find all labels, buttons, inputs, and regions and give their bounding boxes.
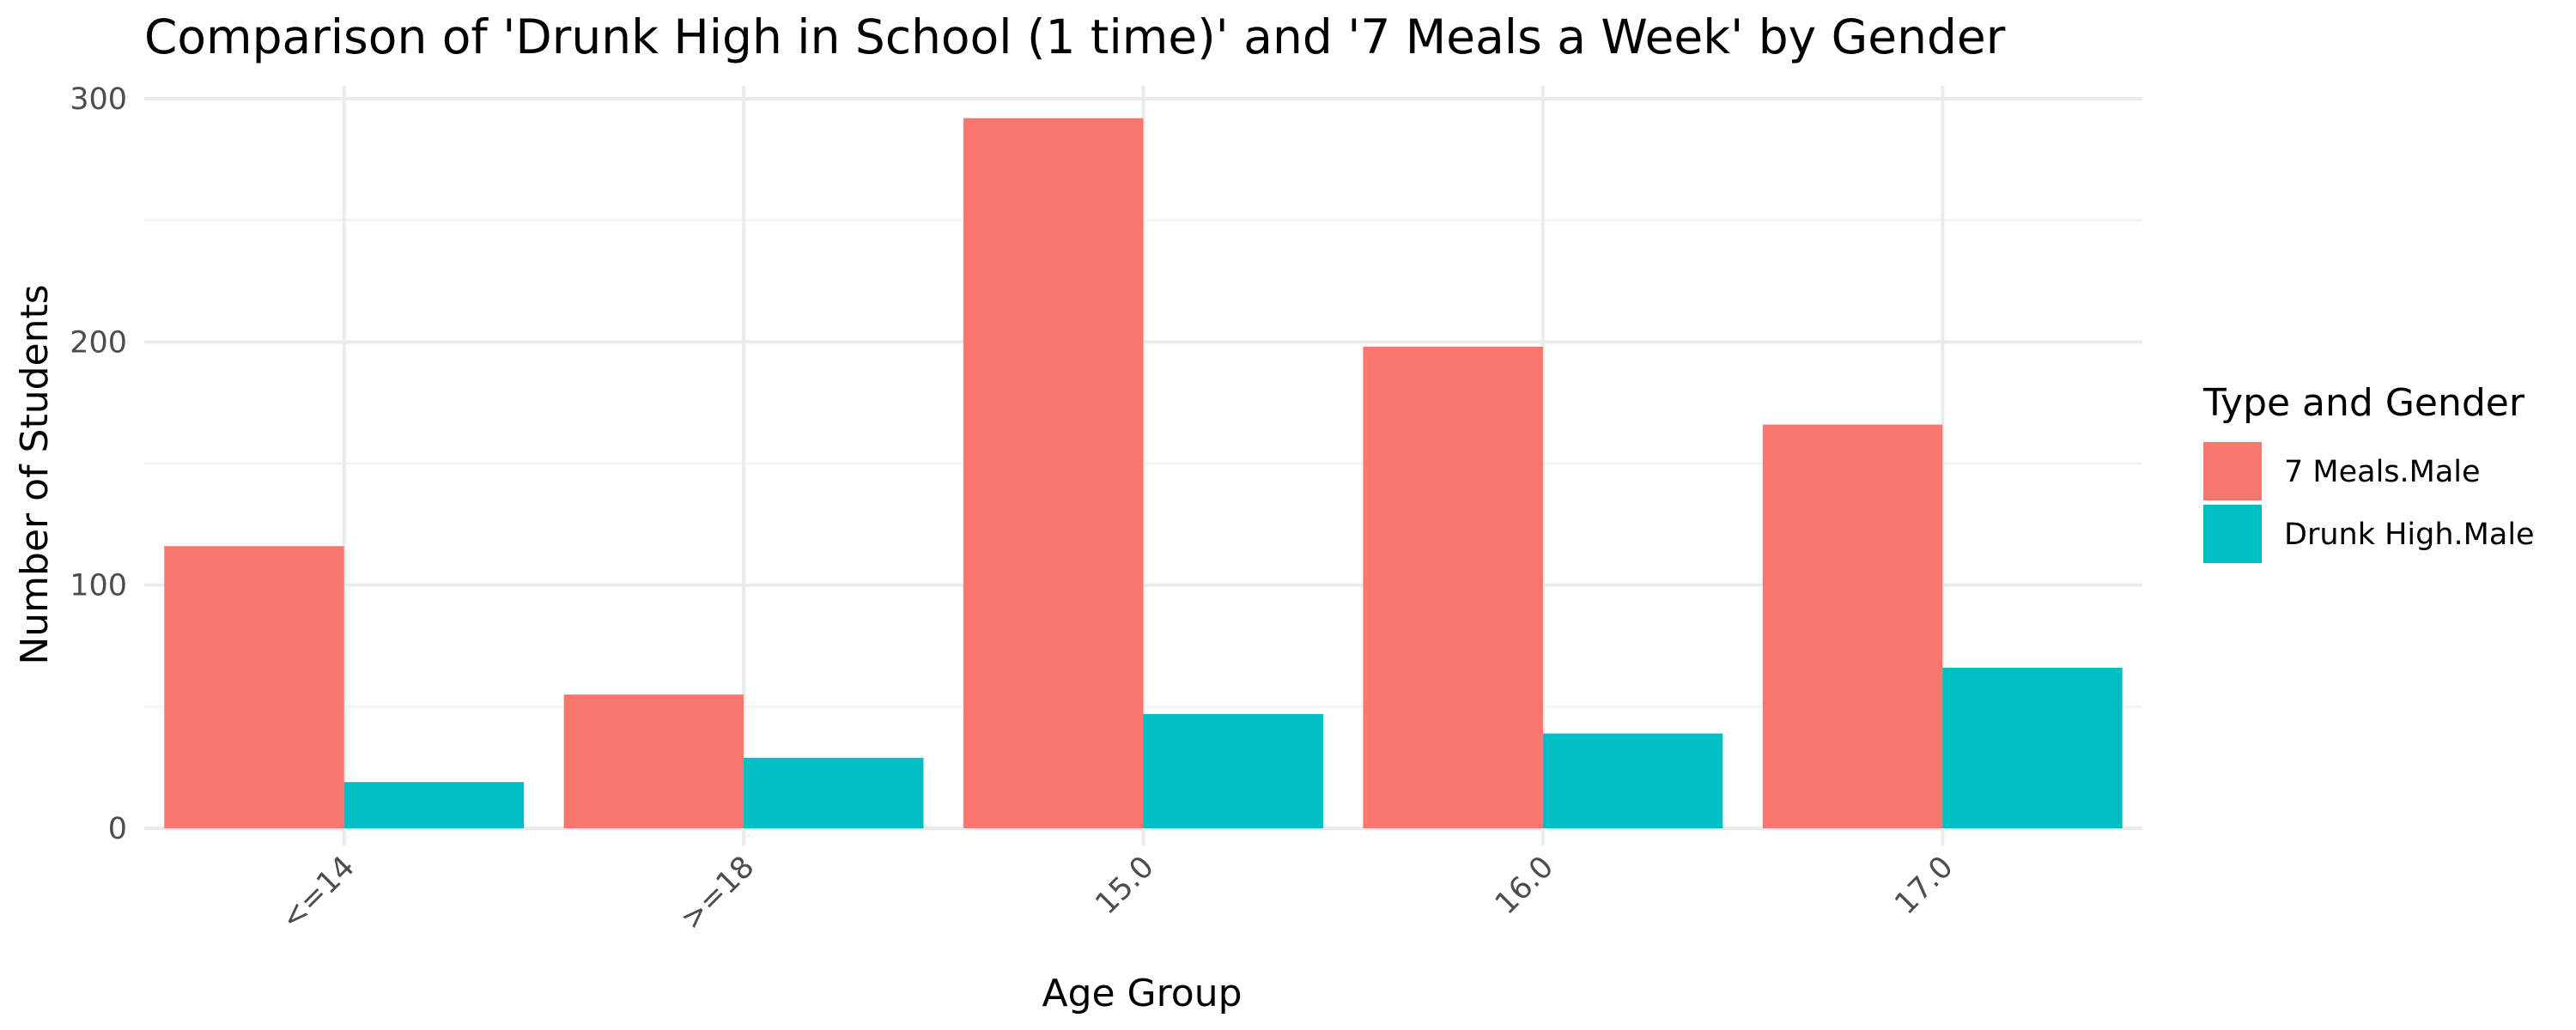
bar-meals-male [1363,347,1543,828]
bar-drunk-high-male [1542,733,1723,828]
legend-key [2203,442,2262,500]
bar-drunk-high-male [343,782,525,828]
x-tick-label: 15.0 [1089,850,1160,921]
legend-key [2203,505,2262,563]
chart-title: Comparison of 'Drunk High in School (1 t… [144,9,2006,64]
bar-meals-male [164,546,344,828]
bar-meals-male [1762,424,1943,828]
y-tick-label: 200 [70,325,127,360]
y-axis-ticks: 0 100 200 300 [70,82,127,846]
bars [164,118,2123,828]
bar-drunk-high-male [1942,668,2123,828]
x-axis-ticks: <=14 >=18 15.0 16.0 17.0 [275,850,1960,936]
y-tick-label: 100 [70,569,127,603]
y-tick-label: 0 [108,812,127,846]
y-tick-label: 300 [70,82,127,117]
y-axis-title: Number of Students [13,284,57,664]
x-tick-label: 16.0 [1489,850,1560,921]
x-axis-title: Age Group [1042,972,1242,1015]
x-tick-label: 17.0 [1888,850,1959,921]
legend-label: 7 Meals.Male [2284,455,2481,489]
bar-drunk-high-male [1143,713,1323,828]
bar-meals-male [563,694,744,828]
legend: Type and Gender 7 Meals.Male Drunk High.M… [2202,381,2535,563]
x-tick-label: >=18 [674,850,761,936]
x-tick-label: <=14 [275,850,361,936]
legend-title: Type and Gender [2202,381,2525,425]
legend-label: Drunk High.Male [2284,518,2535,552]
bar-drunk-high-male [744,757,924,828]
bar-meals-male [963,118,1144,828]
